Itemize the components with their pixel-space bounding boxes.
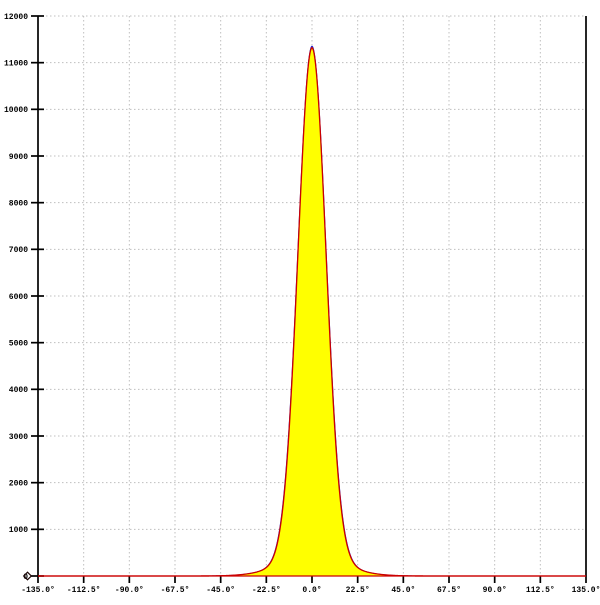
svg-text:6000: 6000: [9, 293, 28, 302]
svg-text:5000: 5000: [9, 339, 28, 348]
svg-text:1000: 1000: [9, 526, 28, 535]
svg-text:22.5°: 22.5°: [346, 586, 370, 595]
svg-text:3000: 3000: [9, 433, 28, 442]
svg-text:-90.0°: -90.0°: [115, 586, 144, 595]
svg-text:7000: 7000: [9, 246, 28, 255]
svg-text:11000: 11000: [4, 59, 28, 68]
svg-text:10000: 10000: [4, 106, 28, 115]
svg-text:90.0°: 90.0°: [483, 586, 507, 595]
svg-text:-22.5°: -22.5°: [252, 586, 281, 595]
svg-text:112.5°: 112.5°: [526, 586, 555, 595]
svg-text:45.0°: 45.0°: [391, 586, 415, 595]
svg-text:-67.5°: -67.5°: [161, 586, 190, 595]
svg-text:-135.0°: -135.0°: [21, 586, 55, 595]
svg-text:12000: 12000: [4, 13, 28, 22]
svg-text:4000: 4000: [9, 386, 28, 395]
svg-text:0.0°: 0.0°: [302, 586, 321, 595]
svg-text:2000: 2000: [9, 479, 28, 488]
svg-text:8000: 8000: [9, 199, 28, 208]
svg-text:135.0°: 135.0°: [572, 586, 600, 595]
svg-text:-45.0°: -45.0°: [206, 586, 235, 595]
svg-text:67.5°: 67.5°: [437, 586, 461, 595]
svg-text:9000: 9000: [9, 153, 28, 162]
svg-text:-112.5°: -112.5°: [67, 586, 101, 595]
